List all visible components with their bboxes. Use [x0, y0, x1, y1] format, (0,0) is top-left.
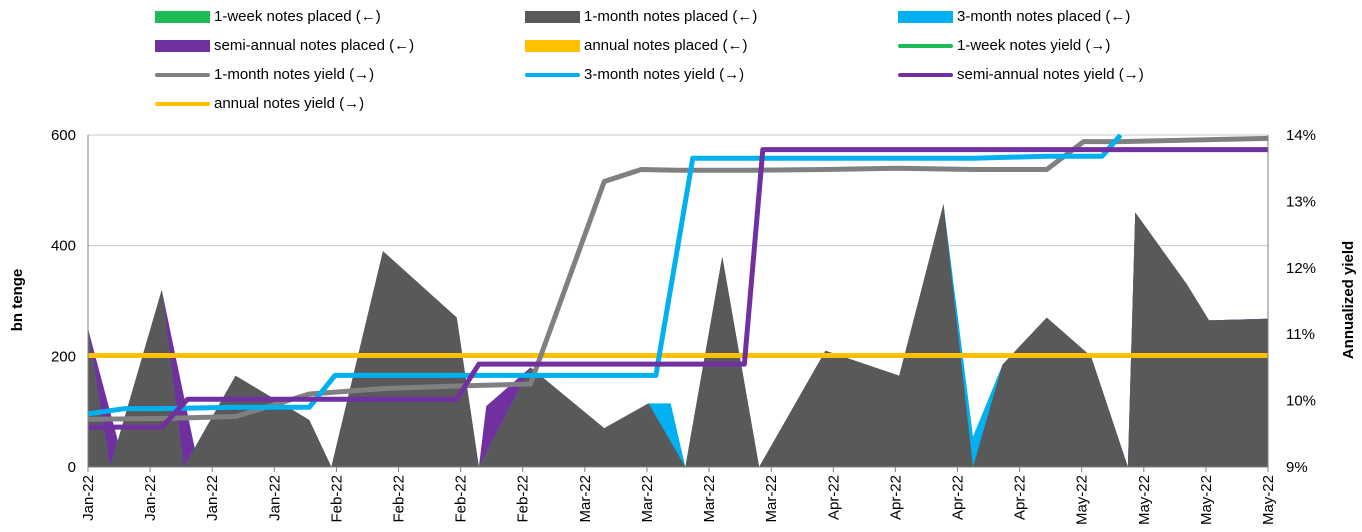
line-3-month — [87, 133, 1123, 417]
legend-item: 3-month notes placed (←) — [898, 8, 1130, 25]
x-tick-label: Apr-22 — [1012, 475, 1029, 520]
legend-item: 1-month notes yield (→) — [155, 66, 374, 83]
legend-item: 3-month notes yield (→) — [525, 66, 744, 83]
x-tick-label: Feb-22 — [453, 475, 470, 523]
legend-swatch — [155, 72, 210, 77]
x-tick-label: May-22 — [1198, 475, 1215, 525]
y-right-tick-label: 9% — [1286, 459, 1308, 476]
x-tick-label: May-22 — [1136, 475, 1153, 525]
legend-item: 1-week notes yield (→) — [898, 37, 1110, 54]
x-tick-label: Jan-22 — [204, 475, 221, 521]
x-tick-label: Feb-22 — [391, 475, 408, 523]
legend-item: 1-month notes placed (←) — [525, 8, 757, 25]
x-tick-label: Jan-22 — [266, 475, 283, 521]
line-semi-annual — [88, 147, 1268, 430]
x-tick-label: Mar-22 — [701, 475, 718, 523]
line-series — [87, 133, 1269, 430]
legend-swatch — [525, 72, 580, 77]
legend-swatch — [898, 72, 953, 77]
legend-label: annual notes placed (←) — [584, 37, 748, 54]
y-left-tick-label: 600 — [51, 127, 76, 144]
legend-item: semi-annual notes placed (←) — [155, 37, 414, 54]
legend-swatch — [155, 101, 210, 106]
legend-item: annual notes placed (←) — [525, 37, 747, 54]
legend-label: 1-week notes yield (→) — [957, 37, 1111, 54]
y-right-tick-label: 12% — [1286, 260, 1316, 277]
legend-item: 1-week notes placed (←) — [155, 8, 381, 25]
legend: 1-week notes placed (←) 1-month notes pla… — [0, 0, 1362, 130]
x-tick-label: May-22 — [1074, 475, 1091, 525]
y-left-tick-label: 200 — [51, 348, 76, 365]
y-axis-left-title: bn tenge — [9, 269, 26, 332]
legend-swatch — [155, 10, 210, 23]
y-axis-right-title: Annualized yield — [1340, 241, 1357, 359]
legend-swatch — [525, 10, 580, 23]
x-tick-label: Apr-22 — [949, 475, 966, 520]
legend-swatch — [525, 39, 580, 52]
x-tick-label: May-22 — [1260, 475, 1277, 525]
legend-label: semi-annual notes yield (→) — [957, 66, 1144, 83]
x-tick-label: Mar-22 — [639, 475, 656, 523]
x-tick-label: Apr-22 — [887, 475, 904, 520]
legend-swatch — [155, 39, 210, 52]
x-tick-label: Mar-22 — [577, 475, 594, 523]
legend-swatch — [898, 10, 953, 23]
x-tick-label: Jan-22 — [142, 475, 159, 521]
x-tick-label: Feb-22 — [328, 475, 345, 523]
x-tick-label: Feb-22 — [515, 475, 532, 523]
y-right-tick-label: 14% — [1286, 127, 1316, 144]
legend-swatch — [898, 43, 953, 48]
y-right-tick-label: 11% — [1286, 326, 1315, 343]
legend-label: 1-month notes placed (←) — [584, 8, 758, 25]
legend-label: 3-month notes yield (→) — [584, 66, 745, 83]
x-tick-label: Mar-22 — [763, 475, 780, 523]
legend-label: annual notes yield (→) — [214, 95, 365, 112]
y-left-tick-label: 400 — [51, 238, 76, 255]
legend-label: semi-annual notes placed (←) — [214, 37, 415, 54]
axes: 0 200 400 600 9% 10% 11% 12% 13% 14% Jan-22 Jan-22 J… — [51, 127, 1316, 525]
legend-label: 3-month notes placed (←) — [957, 8, 1131, 25]
legend-label: 1-week notes placed (←) — [214, 8, 381, 25]
x-tick-label: Jan-22 — [80, 475, 97, 521]
x-tick-label: Apr-22 — [825, 475, 842, 520]
legend-item: annual notes yield (→) — [155, 95, 364, 112]
legend-label: 1-month notes yield (→) — [214, 66, 375, 83]
y-left-tick-label: 0 — [68, 459, 76, 476]
y-right-tick-label: 13% — [1286, 193, 1316, 210]
legend-item: semi-annual notes yield (→) — [898, 66, 1144, 83]
y-right-tick-label: 10% — [1286, 393, 1316, 410]
